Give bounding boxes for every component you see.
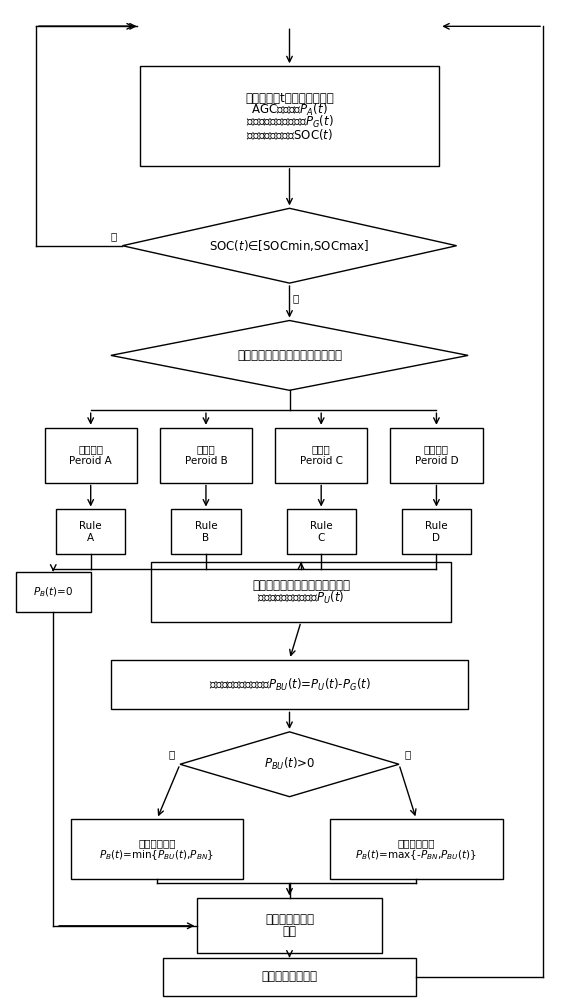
Text: $P_B(t)$=max{-$P_{BN}$,$P_{BU}(t)$}: $P_B(t)$=max{-$P_{BN}$,$P_{BU}(t)$} (356, 848, 477, 862)
Text: Rule: Rule (79, 521, 102, 531)
FancyBboxPatch shape (56, 509, 125, 554)
FancyBboxPatch shape (140, 66, 439, 166)
Text: A: A (87, 533, 94, 543)
Text: 稳定期: 稳定期 (312, 444, 331, 454)
Text: 否: 否 (405, 749, 411, 759)
Text: $P_B(t)$=0: $P_B(t)$=0 (33, 585, 74, 599)
FancyBboxPatch shape (402, 509, 471, 554)
Text: 根据分时段控制策略计算联合调: 根据分时段控制策略计算联合调 (252, 579, 350, 592)
FancyBboxPatch shape (275, 428, 367, 483)
Text: 是: 是 (168, 749, 174, 759)
Text: 储能有功功率: 储能有功功率 (138, 838, 175, 848)
FancyBboxPatch shape (197, 898, 382, 953)
Text: Rule: Rule (310, 521, 332, 531)
Polygon shape (180, 732, 399, 797)
Text: 至下一个时刻到来: 至下一个时刻到来 (262, 970, 317, 983)
FancyBboxPatch shape (160, 428, 252, 483)
Text: B: B (203, 533, 210, 543)
Text: 判断联合调频单元所处的工作时段: 判断联合调频单元所处的工作时段 (237, 349, 342, 362)
FancyBboxPatch shape (45, 428, 137, 483)
Text: C: C (317, 533, 325, 543)
FancyBboxPatch shape (151, 562, 451, 622)
FancyBboxPatch shape (16, 572, 91, 612)
Text: 单元: 单元 (283, 925, 296, 938)
FancyBboxPatch shape (287, 509, 356, 554)
Text: 储能系统荷电状态SOC$(t)$: 储能系统荷电状态SOC$(t)$ (246, 127, 333, 142)
Text: Peroid B: Peroid B (185, 456, 228, 466)
Polygon shape (122, 208, 457, 283)
Polygon shape (111, 320, 468, 390)
Text: 频单元的目标有功功率$P_U(t)$: 频单元的目标有功功率$P_U(t)$ (258, 590, 345, 606)
Text: $P_B(t)$=min{$P_{BU}(t)$,$P_{BN}$}: $P_B(t)$=min{$P_{BU}(t)$,$P_{BN}$} (100, 848, 215, 862)
FancyBboxPatch shape (163, 958, 416, 996)
Text: 储能有功功率: 储能有功功率 (398, 838, 435, 848)
Text: AGC指令状态$P_A(t)$: AGC指令状态$P_A(t)$ (251, 102, 328, 118)
Text: 储能系统目标有功功率$P_{BU}(t)$=$P_U(t)$-$P_G(t)$: 储能系统目标有功功率$P_{BU}(t)$=$P_U(t)$-$P_G(t)$ (208, 676, 371, 693)
Text: Rule: Rule (425, 521, 448, 531)
Text: SOC$(t)$∈[SOCmin,SOCmax]: SOC$(t)$∈[SOCmin,SOCmax] (209, 238, 370, 253)
FancyBboxPatch shape (330, 819, 503, 879)
Text: Peroid A: Peroid A (69, 456, 112, 466)
FancyBboxPatch shape (71, 819, 243, 879)
Text: 响应初期: 响应初期 (78, 444, 103, 454)
Text: 传递给储能控制: 传递给储能控制 (265, 913, 314, 926)
FancyBboxPatch shape (390, 428, 482, 483)
Text: Rule: Rule (195, 521, 217, 531)
Text: $P_{BU}(t)$>0: $P_{BU}(t)$>0 (264, 756, 315, 772)
Text: D: D (433, 533, 441, 543)
Text: 读取该时刻t调频系统状态：: 读取该时刻t调频系统状态： (245, 92, 334, 105)
Text: 爬坡期: 爬坡期 (197, 444, 215, 454)
Text: 非考核期: 非考核期 (424, 444, 449, 454)
Text: 否: 否 (111, 231, 116, 241)
Text: 火电机组有功功率状态$P_G(t)$: 火电机组有功功率状态$P_G(t)$ (245, 114, 334, 130)
FancyBboxPatch shape (111, 660, 468, 709)
Text: Peroid C: Peroid C (300, 456, 343, 466)
FancyBboxPatch shape (171, 509, 240, 554)
Text: Peroid D: Peroid D (415, 456, 458, 466)
Text: 是: 是 (292, 293, 298, 303)
